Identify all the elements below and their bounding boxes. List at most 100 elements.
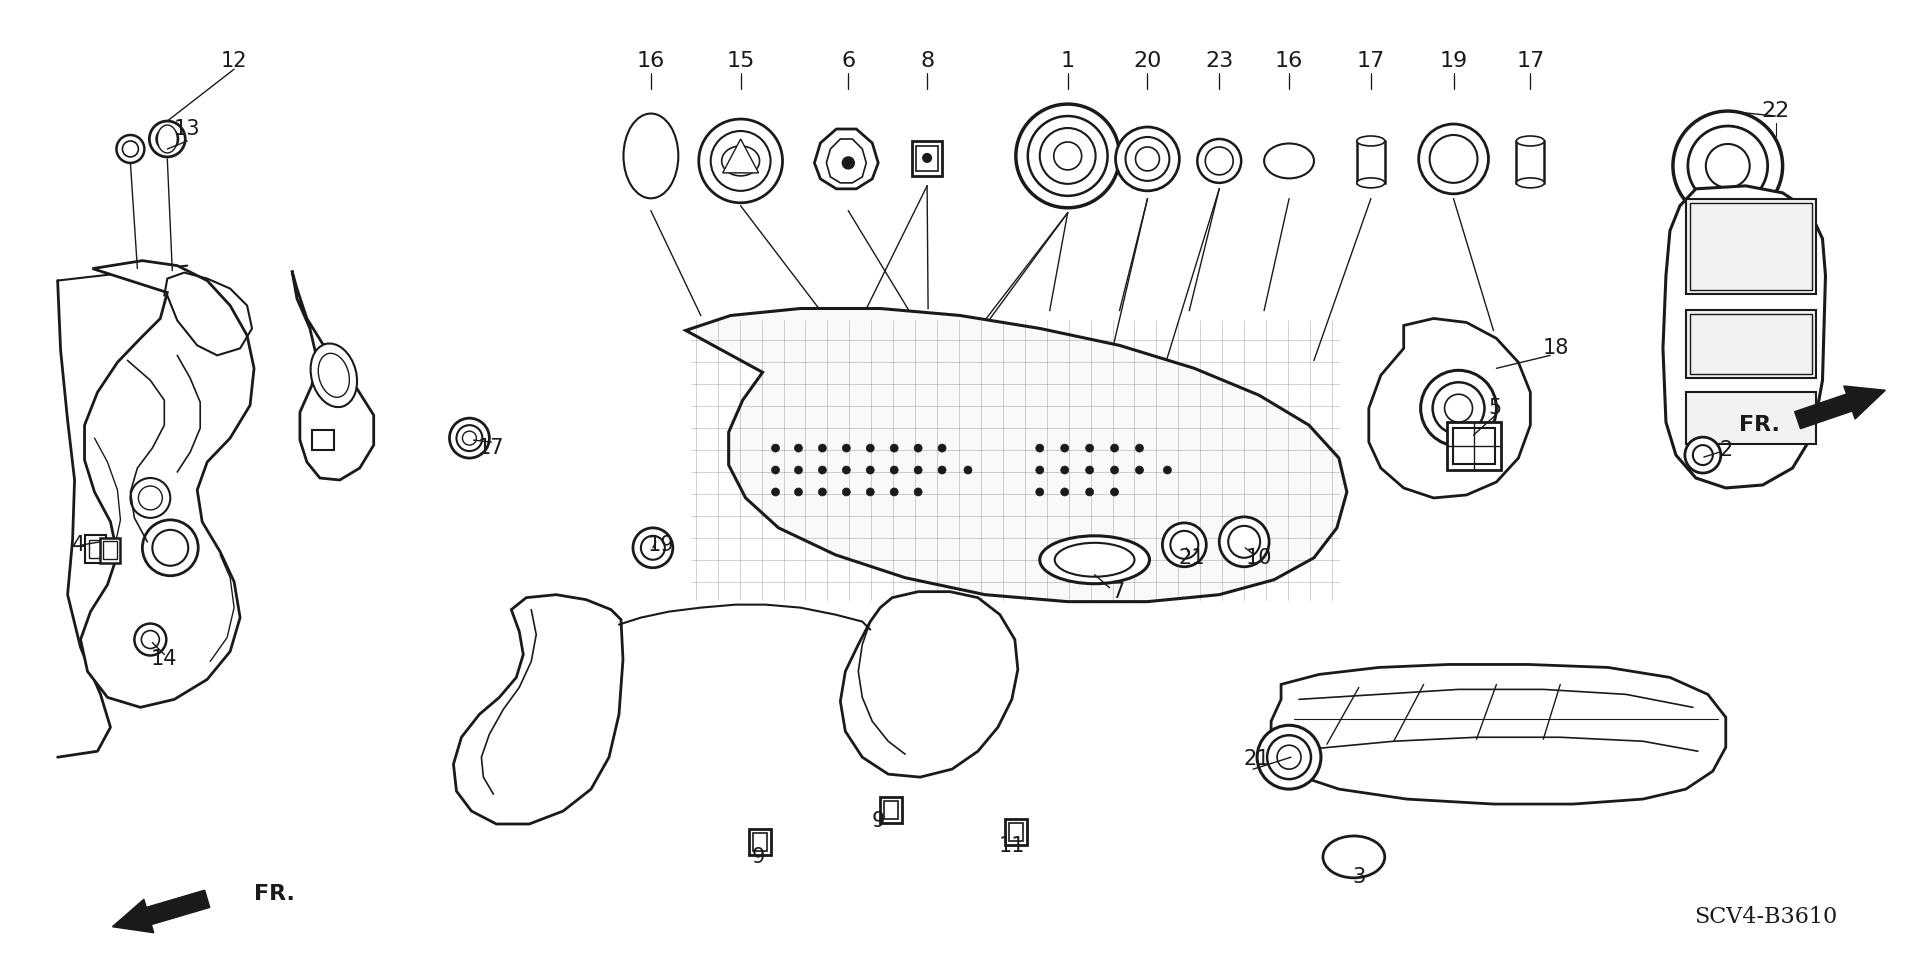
Text: 2: 2 <box>1718 440 1732 460</box>
Circle shape <box>1444 394 1473 422</box>
Bar <box>1453 428 1496 464</box>
Circle shape <box>1686 437 1720 473</box>
Circle shape <box>795 466 803 474</box>
Circle shape <box>1432 383 1484 434</box>
Text: 15: 15 <box>726 51 755 71</box>
Text: 11: 11 <box>998 836 1025 856</box>
Circle shape <box>1035 466 1044 474</box>
Circle shape <box>1085 466 1094 474</box>
Circle shape <box>1041 128 1096 184</box>
Polygon shape <box>1271 665 1726 804</box>
Circle shape <box>138 486 163 510</box>
Circle shape <box>457 425 482 451</box>
Circle shape <box>1135 444 1144 452</box>
Text: 18: 18 <box>1544 339 1569 359</box>
Bar <box>916 146 939 171</box>
Polygon shape <box>292 270 374 480</box>
Text: FR.: FR. <box>253 884 296 903</box>
Bar <box>104 541 117 559</box>
FancyArrow shape <box>113 890 209 933</box>
Bar <box>1690 202 1812 290</box>
Bar <box>879 797 902 823</box>
Bar <box>1686 392 1816 444</box>
Circle shape <box>1267 736 1311 779</box>
Circle shape <box>1421 370 1496 446</box>
Text: 9: 9 <box>753 847 766 867</box>
Circle shape <box>939 444 947 452</box>
Circle shape <box>914 466 922 474</box>
Text: 1: 1 <box>1060 51 1075 71</box>
Ellipse shape <box>1263 144 1313 178</box>
Text: 8: 8 <box>920 51 935 71</box>
Circle shape <box>818 444 826 452</box>
Circle shape <box>1693 445 1713 465</box>
Circle shape <box>1125 137 1169 181</box>
Circle shape <box>1162 523 1206 567</box>
Circle shape <box>1219 517 1269 567</box>
Bar <box>1686 199 1816 293</box>
Bar <box>885 801 899 819</box>
Circle shape <box>156 128 179 150</box>
Circle shape <box>964 466 972 474</box>
Text: 21: 21 <box>1179 548 1204 568</box>
Polygon shape <box>81 261 253 708</box>
Bar <box>311 431 334 450</box>
Circle shape <box>1258 725 1321 789</box>
Text: 20: 20 <box>1133 51 1162 71</box>
Bar <box>84 535 106 563</box>
Circle shape <box>152 530 188 566</box>
Text: 22: 22 <box>1761 101 1789 121</box>
Circle shape <box>1206 147 1233 175</box>
Circle shape <box>843 157 854 169</box>
Circle shape <box>772 444 780 452</box>
Circle shape <box>641 536 664 560</box>
Bar <box>753 833 766 851</box>
Bar <box>1686 311 1816 378</box>
Polygon shape <box>841 592 1018 777</box>
Circle shape <box>1085 444 1094 452</box>
Circle shape <box>843 488 851 496</box>
FancyArrow shape <box>1795 386 1885 429</box>
Text: 5: 5 <box>1488 398 1501 418</box>
Circle shape <box>117 135 144 163</box>
Circle shape <box>795 444 803 452</box>
Circle shape <box>699 119 783 202</box>
Ellipse shape <box>319 353 349 397</box>
Circle shape <box>1085 488 1094 496</box>
Circle shape <box>1672 111 1782 221</box>
Ellipse shape <box>1517 177 1544 188</box>
Ellipse shape <box>624 113 678 199</box>
Circle shape <box>818 466 826 474</box>
Text: 7: 7 <box>1112 582 1125 601</box>
Circle shape <box>843 466 851 474</box>
Polygon shape <box>453 595 622 824</box>
Ellipse shape <box>1357 177 1384 188</box>
Text: 16: 16 <box>637 51 664 71</box>
Bar <box>1008 823 1023 841</box>
Circle shape <box>1110 466 1119 474</box>
Circle shape <box>463 432 476 445</box>
Circle shape <box>772 488 780 496</box>
Text: FR.: FR. <box>1740 415 1780 435</box>
Circle shape <box>142 520 198 575</box>
Text: 9: 9 <box>872 811 885 831</box>
Circle shape <box>1198 139 1240 183</box>
Circle shape <box>1054 142 1081 170</box>
Text: 10: 10 <box>1246 548 1273 568</box>
Circle shape <box>123 141 138 157</box>
Circle shape <box>131 478 171 518</box>
Bar <box>1517 141 1544 183</box>
Circle shape <box>1027 116 1108 196</box>
Circle shape <box>843 444 851 452</box>
Text: 3: 3 <box>1352 867 1365 887</box>
Text: 23: 23 <box>1206 51 1233 71</box>
Bar <box>1004 819 1027 845</box>
Circle shape <box>134 623 167 656</box>
Text: 21: 21 <box>1244 749 1271 769</box>
Circle shape <box>1110 488 1119 496</box>
Circle shape <box>1171 531 1198 559</box>
Ellipse shape <box>722 146 760 175</box>
Polygon shape <box>722 139 758 173</box>
Circle shape <box>142 631 159 648</box>
Text: 16: 16 <box>1275 51 1304 71</box>
